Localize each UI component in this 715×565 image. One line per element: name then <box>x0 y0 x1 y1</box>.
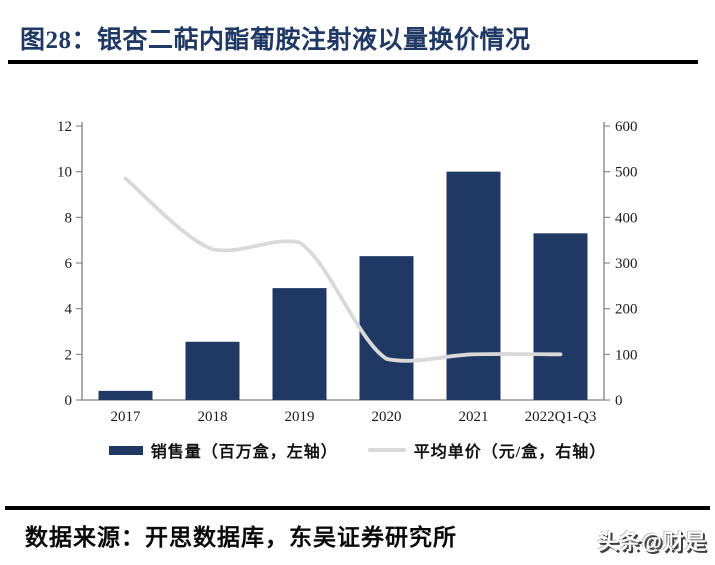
axis-ticks <box>76 125 610 401</box>
data-source: 数据来源：开思数据库，东吴证券研究所 <box>25 525 457 550</box>
figure-title: 图28：银杏二萜内酯葡胺注射液以量换价情况 <box>20 27 531 54</box>
left-axis-tick-label: 8 <box>65 210 73 226</box>
watermark: 头条@财是 <box>597 531 707 554</box>
legend-label-sales: 销售量（百万盒，左轴） <box>150 444 338 461</box>
right-axis-tick-label: 200 <box>615 302 638 318</box>
left-axis-tick-label: 0 <box>65 393 73 409</box>
x-axis-tick-label: 2018 <box>198 409 228 425</box>
chart-legend: 销售量（百万盒，左轴） 平均单价（元/盒，右轴） <box>0 438 715 462</box>
right-axis-tick-label: 600 <box>615 119 638 135</box>
right-axis-tick-label: 400 <box>615 210 638 226</box>
x-axis-tick-label: 2020 <box>372 409 402 425</box>
bar-2021 <box>446 171 501 400</box>
axes <box>81 122 605 401</box>
bar-2019 <box>272 288 327 400</box>
right-axis-tick-label: 100 <box>615 347 638 363</box>
left-axis-tick-label: 2 <box>65 347 73 363</box>
legend-item-price: 平均单价（元/盒，右轴） <box>367 438 607 462</box>
x-axis-tick-label: 2017 <box>111 409 142 425</box>
bar-swatch-icon <box>108 445 143 455</box>
left-axis-tick-label: 12 <box>57 119 72 135</box>
right-axis-tick-label: 300 <box>615 256 638 272</box>
x-axis-tick-label: 2019 <box>285 409 315 425</box>
right-axis-tick-label: 0 <box>615 393 623 409</box>
left-axis-tick-label: 6 <box>65 256 73 272</box>
bar-2022Q1-Q3 <box>533 233 588 400</box>
bar-2020 <box>359 256 414 400</box>
axis-tick-labels: 0 2 4 6 8 10 12 0 100 200 300 400 500 600 2017 2018 2019… <box>57 119 638 425</box>
x-axis-tick-label: 2022Q1-Q3 <box>525 409 597 425</box>
left-axis-tick-label: 10 <box>57 165 72 181</box>
top-divider <box>8 60 698 64</box>
bar-2017 <box>98 390 153 400</box>
x-axis-tick-label: 2021 <box>459 409 489 425</box>
line-swatch-icon <box>367 448 406 452</box>
bar-2018 <box>185 341 240 400</box>
right-axis-tick-label: 500 <box>615 165 638 181</box>
average-price-line <box>123 176 563 363</box>
left-axis-tick-label: 4 <box>65 302 73 318</box>
bar-series <box>98 171 588 400</box>
legend-label-price: 平均单价（元/盒，右轴） <box>413 444 607 461</box>
bottom-divider <box>5 506 710 510</box>
legend-item-sales: 销售量（百万盒，左轴） <box>108 438 338 462</box>
